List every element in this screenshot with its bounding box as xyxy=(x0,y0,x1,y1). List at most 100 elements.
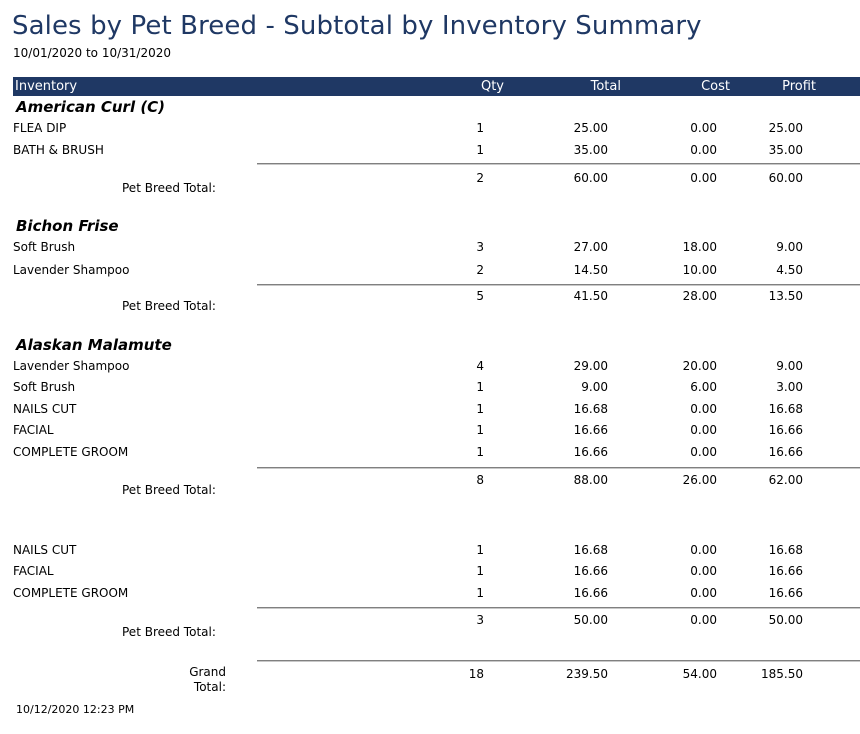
item-total: 35.00 xyxy=(573,143,608,157)
item-profit: 16.68 xyxy=(768,402,803,416)
item-profit: 4.50 xyxy=(776,263,803,277)
item-qty: 1 xyxy=(476,402,484,416)
subtotal-profit: 13.50 xyxy=(768,289,803,303)
item-name: COMPLETE GROOM xyxy=(13,586,129,600)
item-cost: 0.00 xyxy=(690,543,717,557)
column-header-cost: Cost xyxy=(701,79,730,94)
table-row: Lavender Shampoo 4 29.00 20.00 9.00 xyxy=(0,359,860,377)
item-total: 14.50 xyxy=(573,263,608,277)
subtotal-row: 8 88.00 26.00 62.00 xyxy=(0,473,860,491)
item-name: FACIAL xyxy=(13,564,54,578)
item-qty: 1 xyxy=(476,564,484,578)
item-name: NAILS CUT xyxy=(13,543,77,557)
column-header-qty: Qty xyxy=(480,79,504,94)
grand-total-cost: 54.00 xyxy=(682,667,717,681)
item-total: 25.00 xyxy=(573,121,608,135)
item-qty: 1 xyxy=(476,423,484,437)
table-row: FACIAL 1 16.66 0.00 16.66 xyxy=(0,423,860,441)
subtotal-row: 2 60.00 0.00 60.00 xyxy=(0,171,860,189)
grand-total-label-line1: Grand xyxy=(189,665,226,679)
item-name: Soft Brush xyxy=(13,380,76,394)
item-name: FLEA DIP xyxy=(13,121,67,135)
item-cost: 6.00 xyxy=(690,380,717,394)
item-profit: 16.66 xyxy=(768,586,803,600)
subtotal-divider xyxy=(257,467,860,469)
subtotal-total: 41.50 xyxy=(573,289,608,303)
item-name: NAILS CUT xyxy=(13,402,77,416)
item-qty: 1 xyxy=(476,121,484,135)
item-total: 16.66 xyxy=(573,564,608,578)
table-row: BATH & BRUSH 1 35.00 0.00 35.00 xyxy=(0,143,860,161)
table-row: FLEA DIP 1 25.00 0.00 25.00 xyxy=(0,121,860,139)
item-cost: 0.00 xyxy=(690,402,717,416)
subtotal-cost: 26.00 xyxy=(682,473,717,487)
subtotal-total: 60.00 xyxy=(573,171,608,185)
subtotal-profit: 62.00 xyxy=(768,473,803,487)
subtotal-label: Pet Breed Total: xyxy=(122,625,216,639)
item-profit: 16.68 xyxy=(768,543,803,557)
column-header-inventory: Inventory xyxy=(15,79,78,94)
subtotal-divider xyxy=(257,284,860,286)
item-qty: 2 xyxy=(476,263,484,277)
subtotal-qty: 8 xyxy=(476,473,484,487)
item-cost: 0.00 xyxy=(690,423,717,437)
item-name: Lavender Shampoo xyxy=(13,359,130,373)
breed-group-title: Bichon Frise xyxy=(16,217,119,235)
subtotal-label: Pet Breed Total: xyxy=(122,299,216,313)
item-total: 16.66 xyxy=(573,586,608,600)
subtotal-qty: 2 xyxy=(476,171,484,185)
breed-group-title: American Curl (C) xyxy=(16,98,166,116)
item-cost: 0.00 xyxy=(690,143,717,157)
table-row: COMPLETE GROOM 1 16.66 0.00 16.66 xyxy=(0,445,860,463)
item-total: 16.68 xyxy=(573,543,608,557)
table-row: Soft Brush 3 27.00 18.00 9.00 xyxy=(0,240,860,258)
grand-total-profit: 185.50 xyxy=(761,667,803,681)
item-name: Lavender Shampoo xyxy=(13,263,130,277)
item-cost: 0.00 xyxy=(690,586,717,600)
subtotal-cost: 28.00 xyxy=(682,289,717,303)
item-profit: 16.66 xyxy=(768,564,803,578)
item-name: COMPLETE GROOM xyxy=(13,445,129,459)
column-header-bar: Inventory Qty Total Cost Profit xyxy=(13,77,860,96)
item-qty: 1 xyxy=(476,445,484,459)
subtotal-qty: 5 xyxy=(476,289,484,303)
item-cost: 18.00 xyxy=(682,240,717,254)
item-cost: 0.00 xyxy=(690,564,717,578)
printed-timestamp: 10/12/2020 12:23 PM xyxy=(16,703,135,716)
item-name: Soft Brush xyxy=(13,240,76,254)
table-row: NAILS CUT 1 16.68 0.00 16.68 xyxy=(0,402,860,420)
item-total: 16.66 xyxy=(573,423,608,437)
item-total: 16.66 xyxy=(573,445,608,459)
column-header-profit: Profit xyxy=(782,79,816,94)
subtotal-label: Pet Breed Total: xyxy=(122,483,216,497)
subtotal-cost: 0.00 xyxy=(690,613,717,627)
item-profit: 9.00 xyxy=(776,359,803,373)
grand-total-divider xyxy=(257,660,860,662)
item-profit: 25.00 xyxy=(768,121,803,135)
breed-group-title: Alaskan Malamute xyxy=(16,336,172,354)
report-date-range: 10/01/2020 to 10/31/2020 xyxy=(13,46,172,60)
item-profit: 3.00 xyxy=(776,380,803,394)
column-header-total: Total xyxy=(590,79,621,94)
subtotal-total: 88.00 xyxy=(573,473,608,487)
item-name: FACIAL xyxy=(13,423,54,437)
item-cost: 0.00 xyxy=(690,121,717,135)
subtotal-row: 5 41.50 28.00 13.50 xyxy=(0,289,860,307)
item-cost: 0.00 xyxy=(690,445,717,459)
item-total: 16.68 xyxy=(573,402,608,416)
item-profit: 16.66 xyxy=(768,423,803,437)
grand-total-total: 239.50 xyxy=(566,667,608,681)
table-row: NAILS CUT 1 16.68 0.00 16.68 xyxy=(0,543,860,561)
item-total: 9.00 xyxy=(581,380,608,394)
subtotal-qty: 3 xyxy=(476,613,484,627)
grand-total-row: 18 239.50 54.00 185.50 xyxy=(0,667,860,685)
item-cost: 10.00 xyxy=(682,263,717,277)
subtotal-divider xyxy=(257,163,860,165)
table-row: Soft Brush 1 9.00 6.00 3.00 xyxy=(0,380,860,398)
grand-total-label-line2: Total: xyxy=(193,680,226,694)
item-qty: 1 xyxy=(476,543,484,557)
item-qty: 3 xyxy=(476,240,484,254)
item-name: BATH & BRUSH xyxy=(13,143,104,157)
subtotal-total: 50.00 xyxy=(573,613,608,627)
item-profit: 16.66 xyxy=(768,445,803,459)
